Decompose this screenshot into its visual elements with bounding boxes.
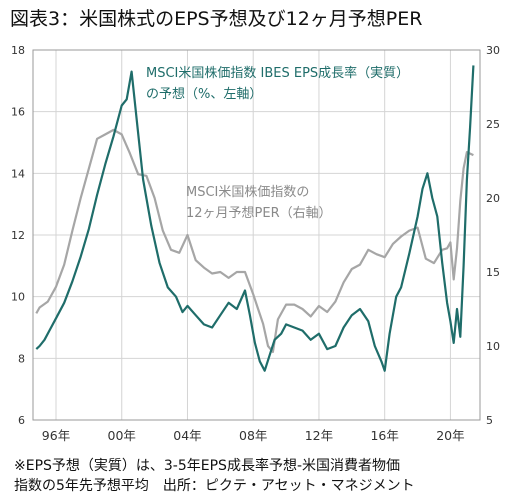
- x-tick-label: 16年: [370, 428, 398, 443]
- series-line-per: [35, 128, 474, 353]
- right-axis: 5 10 15 20 25 30: [486, 44, 500, 427]
- x-tick-label: 12年: [305, 428, 333, 443]
- left-tick-label: 8: [18, 352, 25, 365]
- right-tick-label: 20: [486, 192, 500, 205]
- right-tick-label: 5: [486, 414, 493, 427]
- left-tick-label: 12: [11, 229, 25, 242]
- x-tick-label: 20年: [436, 428, 464, 443]
- left-tick-label: 16: [11, 106, 25, 119]
- plot-frame: [32, 49, 481, 421]
- left-axis: 6 8 10 12 14 16 18: [11, 44, 25, 427]
- left-tick-label: 6: [18, 414, 25, 427]
- x-tick-label: 96年: [42, 428, 70, 443]
- x-tick-label: 08年: [239, 428, 267, 443]
- gridlines: [33, 50, 480, 420]
- x-tick-label: 04年: [173, 428, 201, 443]
- annotation-eps-line1: MSCI米国株価指数 IBES EPS成長率（実質）: [146, 65, 409, 81]
- left-tick-label: 10: [11, 291, 25, 304]
- annotation-per-line1: MSCI米国株価指数の: [186, 185, 309, 200]
- annotation-eps-line2: の予想（%、左軸）: [146, 86, 262, 102]
- footnote-line-1: ※EPS予想（実質）は、3-5年EPS成長率予想-米国消費者物価: [14, 458, 400, 474]
- x-axis: 96年 00年 04年 08年 12年 16年 20年: [42, 428, 465, 443]
- left-tick-label: 18: [11, 44, 25, 57]
- right-tick-label: 30: [486, 44, 500, 57]
- footnote-line-2: 指数の5年先予想平均 出所：ピクテ・アセット・マネジメント: [14, 478, 415, 494]
- figure-title: 図表3：米国株式のEPS予想及び12ヶ月予想PER: [10, 8, 423, 30]
- left-tick-label: 14: [11, 167, 25, 180]
- right-tick-label: 25: [486, 118, 500, 131]
- series-line-eps: [35, 65, 475, 372]
- right-tick-label: 10: [486, 340, 500, 353]
- right-tick-label: 15: [486, 266, 500, 279]
- footnote: ※EPS予想（実質）は、3-5年EPS成長率予想-米国消費者物価 指数の5年先予…: [14, 456, 415, 496]
- annotation-per-line2: 12ヶ月予想PER（右軸）: [186, 205, 332, 221]
- x-tick-label: 00年: [108, 428, 136, 443]
